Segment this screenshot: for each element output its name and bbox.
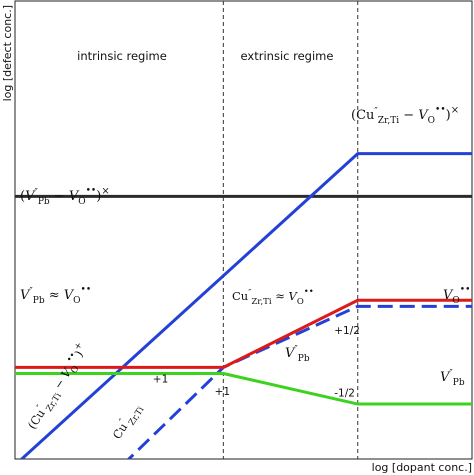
species-label-vpb-mid: V″Pb [285,345,310,364]
slope-label-3: -1/2 [334,388,355,400]
series-layer [15,152,472,459]
slope-label-2: +1/2 [334,325,360,337]
series-line-cu-vo-complex [19,152,472,459]
species-label-cu-zr-ti: Cu″Zr,Ti [109,400,147,444]
plot-frame [14,0,473,460]
slope-label-1: +1 [215,386,230,398]
species-label-vpb-approx-vo: V″Pb ≈ VO•• [20,285,91,306]
species-label-cu-vo-complex-neutral: (Cu″Zr,Ti − VO••)× [351,105,459,126]
series-line-v-pb [15,372,472,406]
species-label-neutral-vacancy-pair: (V″Pb − VO••)× [20,186,110,207]
species-label-cu-vo-complex-charged: (Cu″Zr,Ti − VO••)+ [23,340,93,433]
slope-label-layer: +1 +1 +1/2 -1/2 [153,325,360,400]
series-line-v-o [15,298,472,369]
x-axis-label: log [dopant conc.] [372,461,472,474]
species-label-cu-approx-vo: Cu″Zr,Ti ≈ VO•• [232,287,314,307]
y-axis-label: log [defect conc.] [1,5,14,101]
regime-label-intrinsic: intrinsic regime [77,49,167,63]
species-label-vpb-right: V″Pb [440,369,465,388]
regime-label-extrinsic: extrinsic regime [241,49,334,63]
slope-label-0: +1 [153,374,168,386]
series-line-cu-zr-ti [126,304,472,459]
species-label-vo: VO•• [443,285,470,306]
